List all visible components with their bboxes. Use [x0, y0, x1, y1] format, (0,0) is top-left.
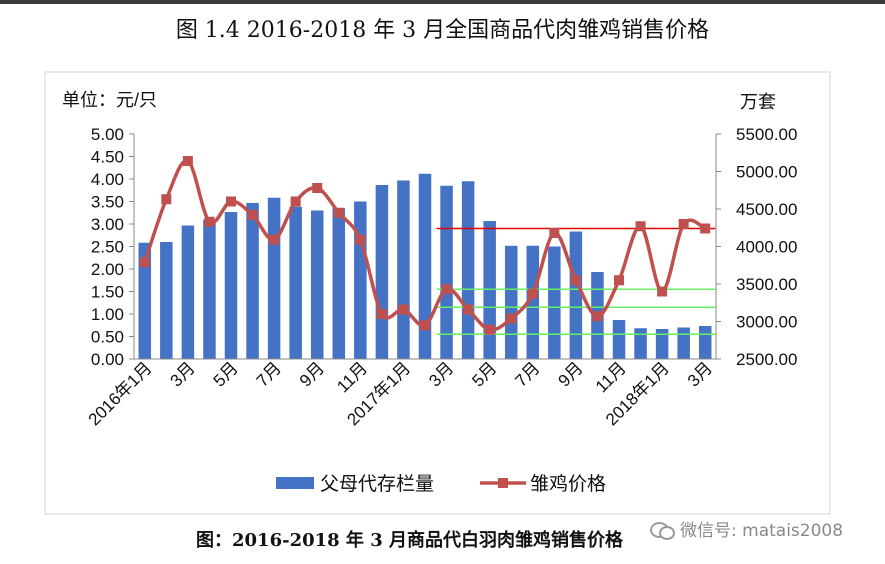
line-series-group — [139, 156, 711, 335]
figure-title: 图 1.4 2016-2018 年 3 月全国商品代肉雏鸡销售价格 — [175, 18, 710, 43]
bar-2018-03 — [698, 326, 712, 359]
legend-label-line: 雏鸡价格 — [530, 473, 606, 495]
bar-2016-07 — [267, 197, 281, 359]
bar-2017-11 — [612, 320, 626, 359]
legend-label-bar: 父母代存栏量 — [320, 473, 434, 495]
price-marker-2016-08 — [290, 196, 301, 207]
legend-swatch-marker — [498, 478, 508, 488]
bar-2016-06 — [246, 203, 259, 359]
price-marker-2017-07 — [527, 288, 538, 299]
bar-2017-01 — [397, 180, 410, 359]
bar-2016-09 — [310, 210, 324, 359]
price-marker-2017-03 — [441, 284, 452, 295]
bar-2017-04 — [461, 181, 475, 359]
wechat-logo-icon — [650, 520, 675, 540]
price-marker-2016-03 — [182, 156, 193, 166]
price-marker-2016-11 — [355, 234, 366, 245]
bar-2017-02 — [418, 173, 432, 359]
right-tick-label: 2500.00 — [736, 350, 797, 369]
watermark-text: 微信号: matais2008 — [680, 521, 844, 541]
left-tick-label: 3.50 — [91, 193, 124, 212]
bar-2016-08 — [289, 206, 302, 359]
bar-2016-03 — [181, 225, 195, 359]
left-tick-label: 1.50 — [91, 283, 124, 302]
bar-2016-04 — [203, 219, 216, 359]
price-marker-2017-10 — [592, 311, 603, 322]
right-axis-unit-label: 万套 — [740, 92, 776, 112]
price-marker-2017-06 — [506, 313, 517, 324]
price-marker-2018-01 — [657, 286, 668, 297]
price-marker-2016-12 — [376, 309, 387, 319]
bar-2018-01 — [655, 329, 669, 359]
watermark: 微信号: matais2008 — [650, 516, 843, 541]
price-marker-2017-09 — [570, 275, 581, 286]
bar-2017-07 — [526, 245, 540, 359]
left-tick-label: 5.00 — [91, 125, 124, 144]
price-marker-2016-06 — [247, 210, 258, 220]
right-tick-label: 3000.00 — [736, 313, 797, 332]
left-tick-label: 0.50 — [91, 328, 124, 347]
bar-2016-10 — [332, 208, 346, 359]
left-tick-label: 3.00 — [91, 215, 124, 234]
price-marker-2017-05 — [484, 324, 495, 335]
figure-caption: 图：2016-2018 年 3 月商品代白羽肉雏鸡销售价格 — [196, 530, 623, 551]
price-marker-2018-03 — [700, 223, 711, 234]
right-tick-label: 4000.00 — [736, 238, 797, 257]
legend: 父母代存栏量 雏鸡价格 — [276, 473, 606, 495]
bar-2016-02 — [160, 242, 173, 359]
bar-2018-02 — [677, 327, 690, 359]
bar-2017-08 — [548, 246, 561, 359]
price-marker-2017-04 — [463, 304, 474, 315]
left-tick-label: 0.00 — [91, 350, 124, 369]
price-marker-2016-10 — [333, 207, 344, 218]
price-marker-2017-08 — [549, 228, 560, 238]
bar-2016-01 — [138, 242, 152, 359]
price-marker-2017-02 — [420, 320, 430, 331]
price-marker-2017-12 — [635, 221, 646, 232]
bar-2016-11 — [354, 201, 367, 359]
bar-2016-12 — [375, 185, 389, 359]
legend-swatch-bar — [276, 477, 314, 489]
left-tick-label: 4.50 — [91, 148, 124, 167]
right-tick-label: 5500.00 — [736, 125, 797, 144]
left-axis-unit-label: 单位：元/只 — [62, 90, 157, 110]
bar-2017-09 — [569, 231, 583, 359]
price-marker-2017-01 — [398, 304, 409, 315]
price-marker-2018-02 — [678, 219, 689, 229]
bar-2017-12 — [634, 328, 647, 359]
left-tick-label: 2.00 — [91, 260, 124, 279]
window-top-strip — [0, 0, 885, 4]
price-marker-2016-07 — [269, 234, 280, 245]
bar-2017-03 — [440, 185, 453, 359]
price-marker-2017-11 — [614, 275, 624, 286]
price-marker-2016-04 — [204, 216, 215, 227]
right-tick-label: 5000.00 — [736, 163, 797, 182]
price-marker-2016-05 — [226, 196, 236, 207]
bar-2017-06 — [504, 245, 518, 359]
left-tick-label: 4.00 — [91, 170, 124, 189]
price-marker-2016-02 — [161, 194, 172, 205]
chart-frame — [44, 71, 831, 515]
price-marker-2016-09 — [312, 183, 323, 193]
right-tick-label: 3500.00 — [736, 275, 797, 294]
bar-2016-05 — [224, 212, 238, 359]
left-tick-label: 2.50 — [91, 238, 124, 257]
right-tick-label: 4500.00 — [736, 200, 797, 219]
reference-lines-group — [436, 227, 716, 336]
price-marker-2016-01 — [139, 257, 150, 268]
left-tick-label: 1.00 — [91, 305, 124, 324]
